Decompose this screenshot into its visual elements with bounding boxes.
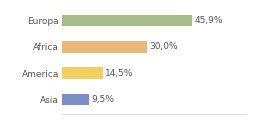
- Text: 45,9%: 45,9%: [194, 16, 223, 25]
- Bar: [62, 94, 88, 105]
- Text: 9,5%: 9,5%: [91, 95, 114, 104]
- Bar: [62, 15, 192, 26]
- Bar: [62, 41, 147, 53]
- Bar: [62, 67, 103, 79]
- Text: 14,5%: 14,5%: [105, 69, 134, 78]
- Text: 30,0%: 30,0%: [149, 42, 178, 51]
